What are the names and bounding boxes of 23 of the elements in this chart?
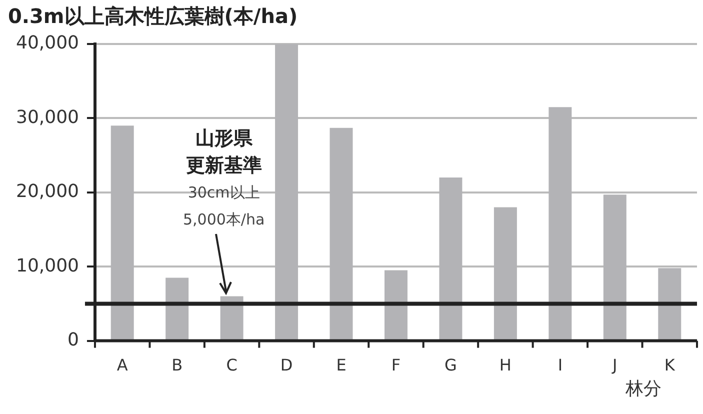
x-tick-label: E <box>336 356 346 375</box>
x-tick-label: J <box>612 356 618 375</box>
chart-title: 0.3m以上高木性広葉樹(本/ha) <box>8 4 298 28</box>
y-tick-label: 10,000 <box>16 255 79 276</box>
x-tick-label: G <box>444 356 457 375</box>
ref-line-label: 山形県更新基準 <box>186 128 262 177</box>
x-tick-label: K <box>664 356 676 375</box>
bar <box>166 278 189 340</box>
x-tick-label: I <box>558 356 563 375</box>
x-tick-label: H <box>499 356 512 375</box>
y-tick-label: 0 <box>68 329 79 350</box>
x-axis-title: 林分 <box>624 378 662 400</box>
y-tick-label: 40,000 <box>16 32 79 54</box>
bar <box>220 296 244 340</box>
x-tick-label: C <box>226 356 238 375</box>
x-tick-label: B <box>172 356 183 375</box>
y-tick-label: 20,000 <box>16 181 79 202</box>
annotation: 30cm以上 5,000本/ha <box>182 184 265 229</box>
x-tick-label: A <box>116 356 128 375</box>
y-tick-label: 30,000 <box>16 106 79 128</box>
bar <box>384 270 408 340</box>
x-tick-label: D <box>280 356 293 375</box>
x-tick-label: F <box>391 356 401 375</box>
